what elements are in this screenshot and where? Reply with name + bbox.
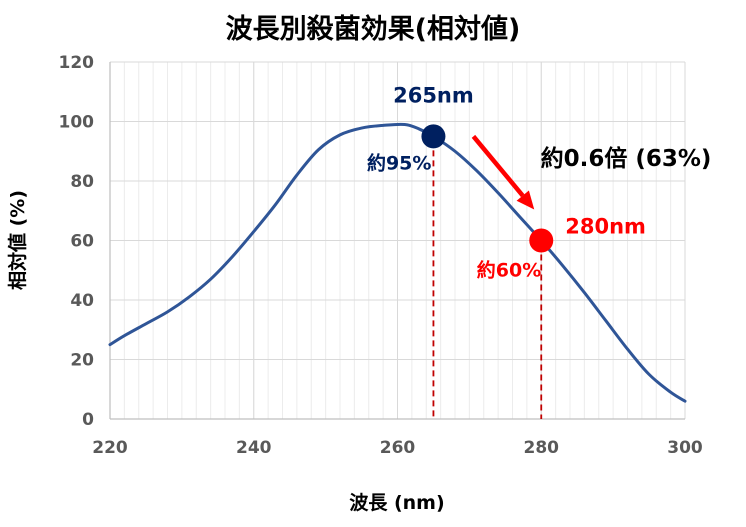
ratio-annotation: 約0.6倍 (63%) bbox=[541, 145, 712, 172]
grid bbox=[109, 61, 686, 420]
annotations: 265nm 約95% 280nm 約60% bbox=[367, 83, 646, 419]
x-tick-label: 280 bbox=[524, 438, 560, 458]
x-tick-label: 300 bbox=[667, 438, 703, 458]
y-tick-label: 40 bbox=[70, 291, 94, 311]
y-tick-label: 60 bbox=[70, 232, 94, 252]
marker-wavelength-label: 265nm bbox=[393, 83, 474, 107]
arrow-shaft bbox=[471, 134, 525, 198]
x-tick-label: 220 bbox=[92, 438, 128, 458]
data-point-marker bbox=[529, 228, 554, 253]
y-tick-label: 20 bbox=[70, 351, 94, 371]
marker-wavelength-label: 280nm bbox=[565, 215, 646, 239]
y-tick-label: 80 bbox=[70, 172, 94, 192]
marker-value-label: 約95% bbox=[367, 151, 431, 174]
x-tick-label: 260 bbox=[380, 438, 416, 458]
series-line bbox=[108, 122, 687, 403]
y-tick-label: 0 bbox=[82, 410, 94, 430]
y-tick-label: 120 bbox=[59, 53, 95, 73]
x-axis-title: 波長 (nm) bbox=[349, 491, 444, 514]
arrow-head bbox=[516, 190, 535, 210]
series-layer bbox=[108, 122, 687, 403]
y-tick-label: 100 bbox=[59, 113, 95, 133]
data-point-marker bbox=[421, 124, 446, 149]
x-tick-label: 240 bbox=[236, 438, 272, 458]
axes: 220 240 260 280 300 0 20 40 60 80 100 120 bbox=[59, 53, 703, 458]
marker-value-label: 約60% bbox=[477, 259, 541, 282]
chart-title: 波長別殺菌効果(相対値) bbox=[226, 13, 521, 45]
y-axis-title: 相対値 (%) bbox=[6, 190, 29, 290]
